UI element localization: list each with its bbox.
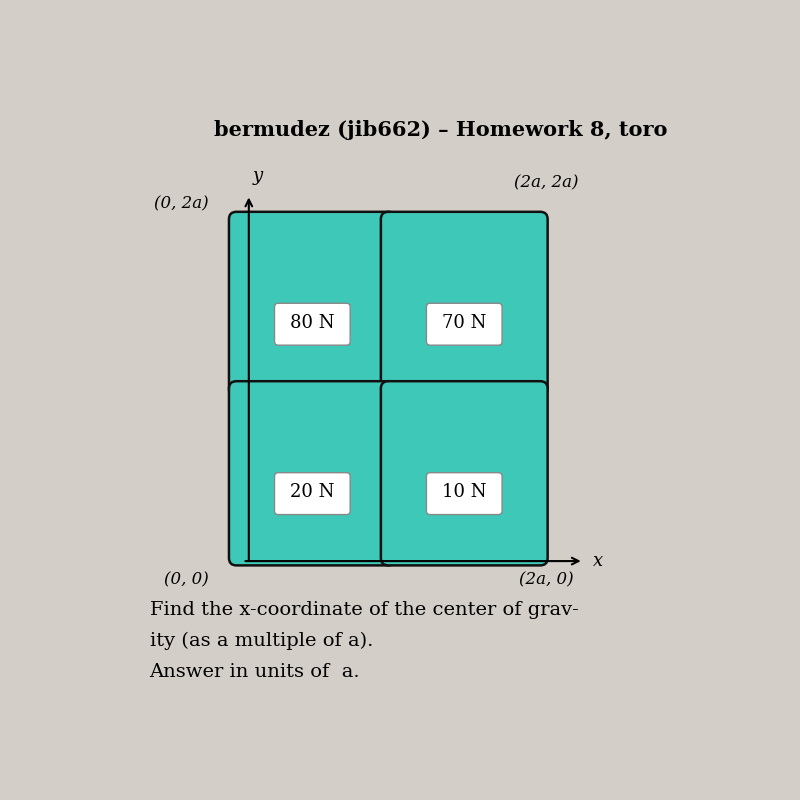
FancyBboxPatch shape xyxy=(229,382,396,566)
Text: (2a, 0): (2a, 0) xyxy=(519,571,574,588)
FancyBboxPatch shape xyxy=(274,303,350,345)
Text: 80 N: 80 N xyxy=(290,314,334,332)
FancyBboxPatch shape xyxy=(426,473,502,514)
Text: (0, 2a): (0, 2a) xyxy=(154,195,209,212)
FancyBboxPatch shape xyxy=(274,473,350,514)
Text: y: y xyxy=(253,167,263,186)
Text: 70 N: 70 N xyxy=(442,314,486,332)
Text: bermudez (jib662) – Homework 8, toro: bermudez (jib662) – Homework 8, toro xyxy=(214,120,668,140)
Text: 10 N: 10 N xyxy=(442,483,486,502)
Text: Answer in units of  a.: Answer in units of a. xyxy=(150,663,360,681)
Text: Find the x-coordinate of the center of grav-: Find the x-coordinate of the center of g… xyxy=(150,602,578,619)
Text: (2a, 2a): (2a, 2a) xyxy=(514,174,578,191)
Text: ity (as a multiple of a).: ity (as a multiple of a). xyxy=(150,632,373,650)
FancyBboxPatch shape xyxy=(426,303,502,345)
Text: x: x xyxy=(593,552,603,570)
FancyBboxPatch shape xyxy=(381,382,548,566)
FancyBboxPatch shape xyxy=(381,212,548,396)
Text: (0, 0): (0, 0) xyxy=(164,571,209,588)
FancyBboxPatch shape xyxy=(229,212,396,396)
Text: 20 N: 20 N xyxy=(290,483,334,502)
